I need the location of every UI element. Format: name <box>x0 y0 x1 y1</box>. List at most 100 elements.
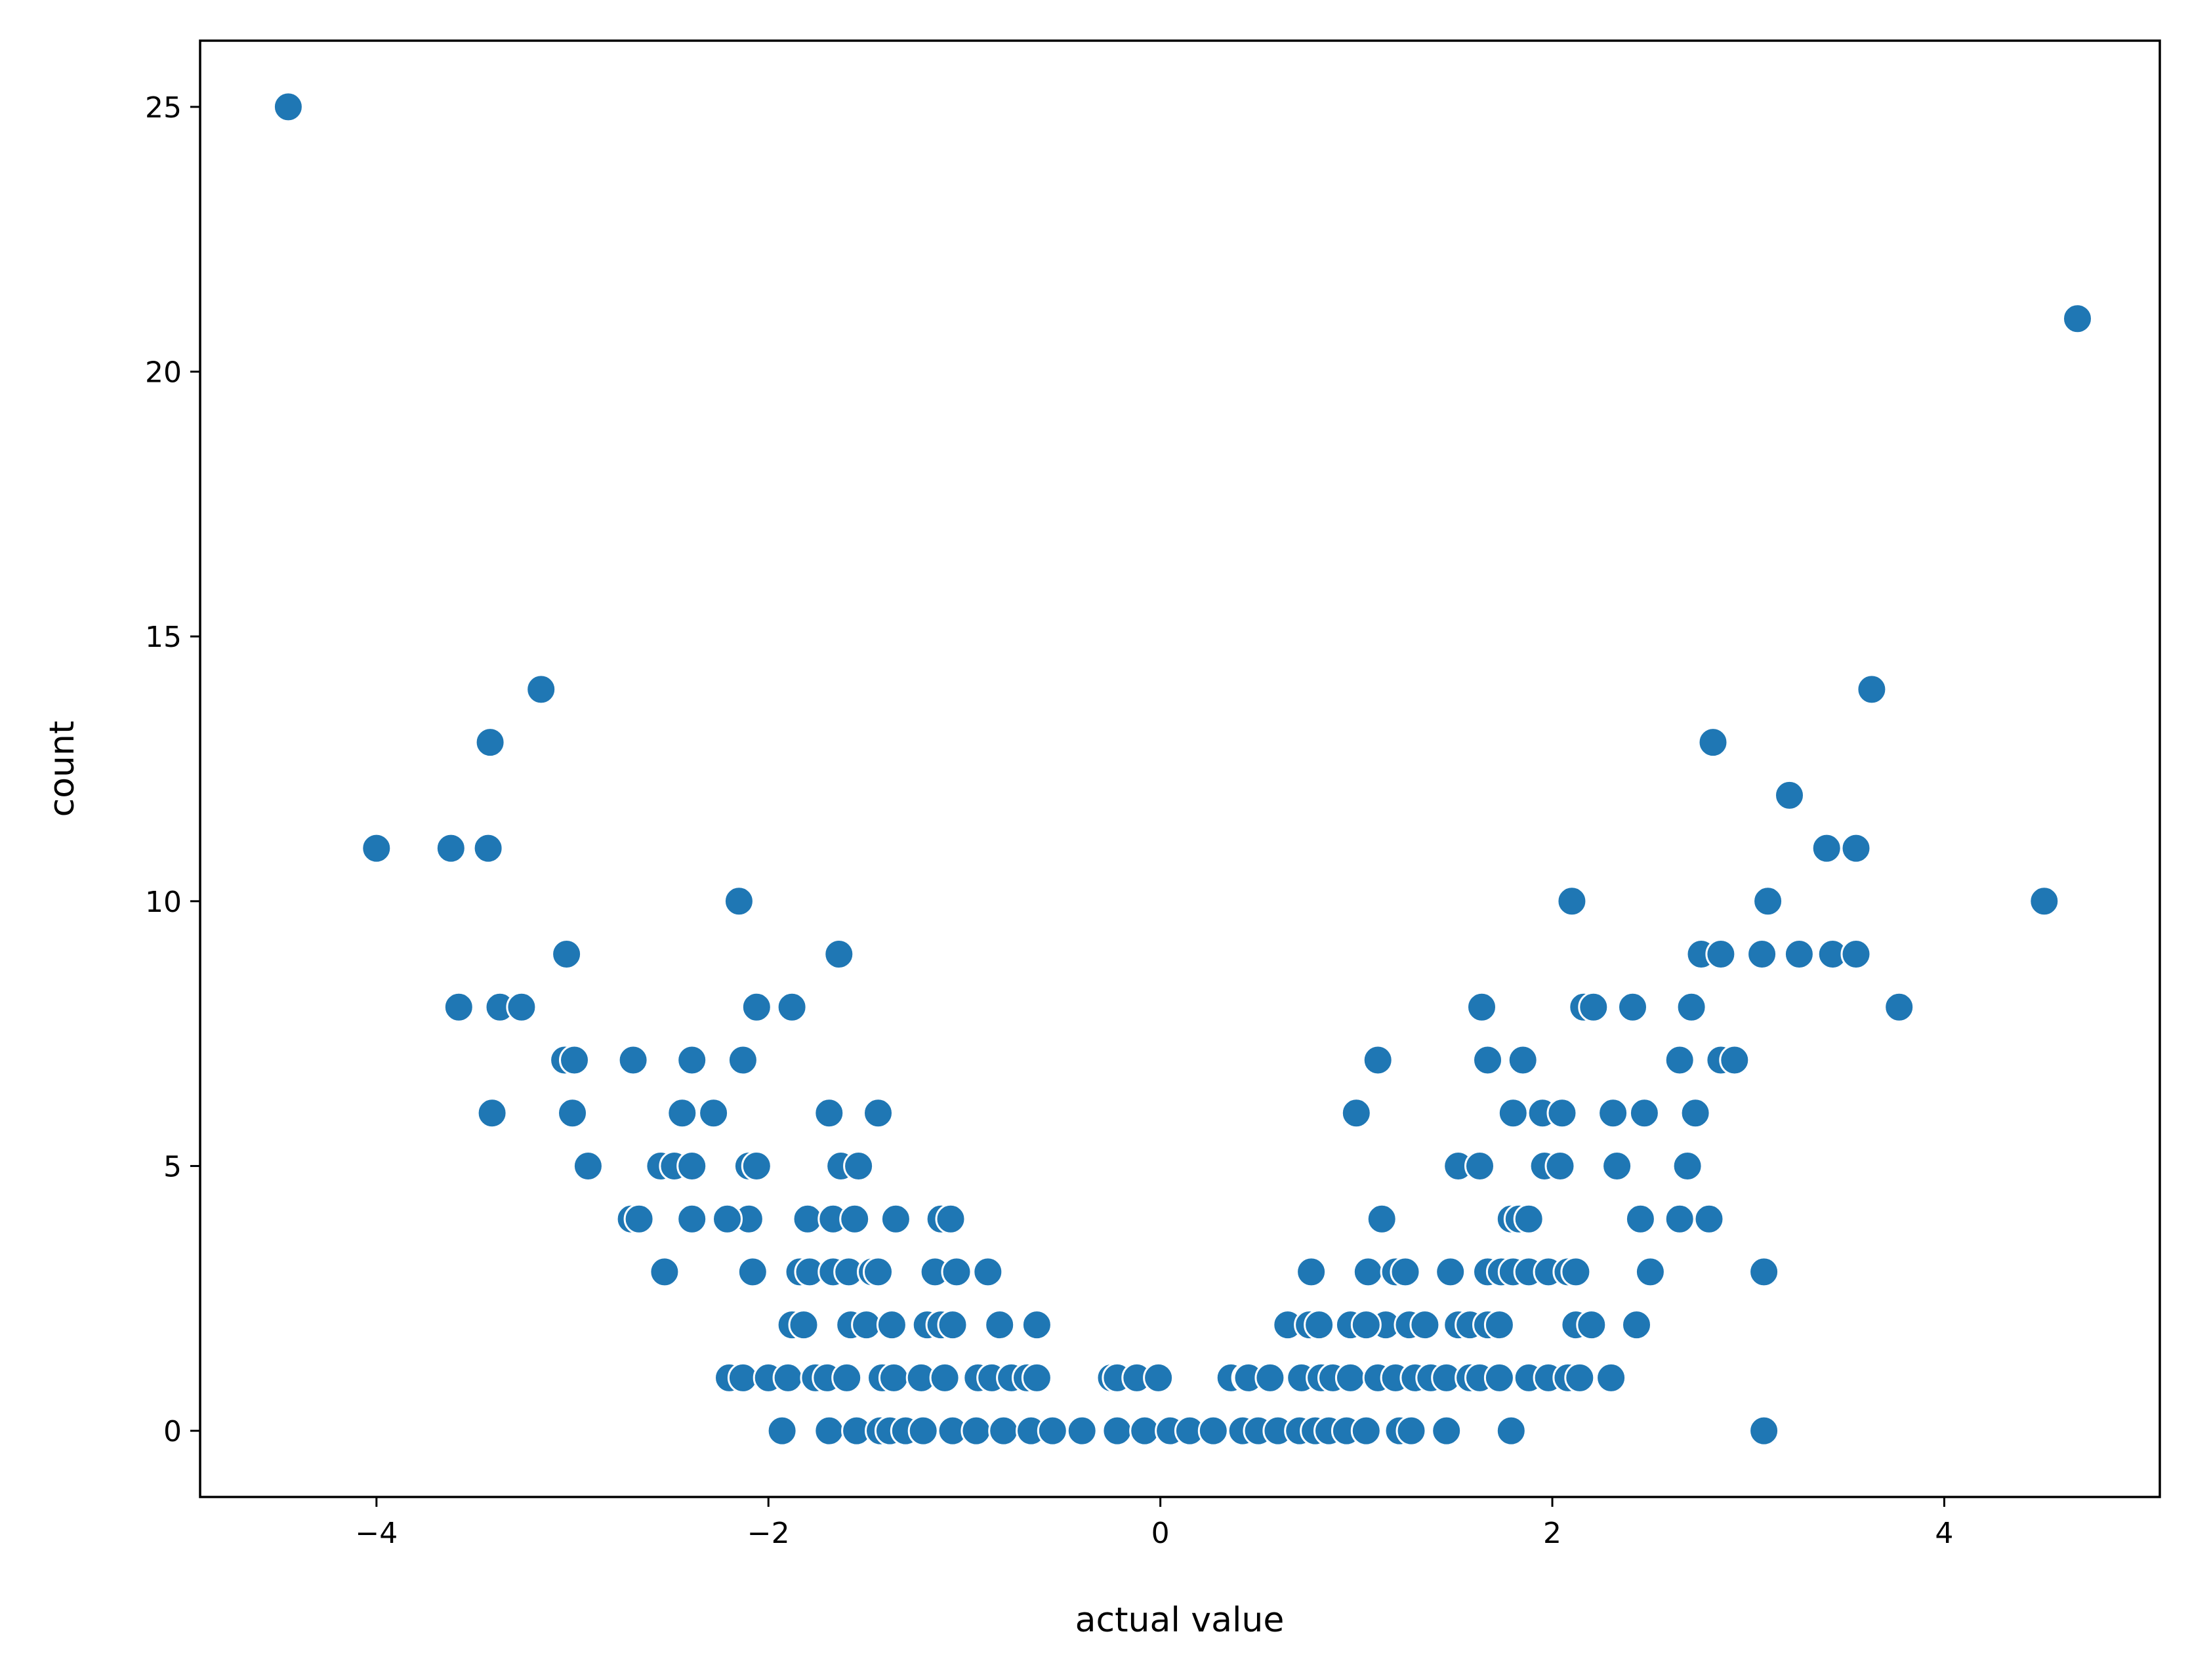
data-point <box>929 1362 961 1393</box>
data-point <box>1596 1362 1627 1393</box>
data-point <box>741 991 772 1023</box>
data-point <box>698 1097 730 1129</box>
data-point <box>1856 674 1888 705</box>
data-point <box>1664 1203 1695 1235</box>
data-point <box>1544 1151 1576 1181</box>
data-point <box>1021 1362 1052 1393</box>
data-point <box>1102 1415 1133 1446</box>
data-point <box>863 1256 894 1288</box>
data-point <box>823 939 855 970</box>
data-point <box>1811 832 1842 864</box>
data-point <box>1466 991 1497 1023</box>
y-tick-label: 5 <box>163 1150 182 1183</box>
data-point <box>1774 779 1805 811</box>
y-tick-label: 20 <box>145 356 182 390</box>
data-point <box>526 674 557 705</box>
x-tick-label: −2 <box>747 1517 790 1550</box>
x-tick-label: −4 <box>355 1517 398 1550</box>
data-point <box>1254 1362 1286 1393</box>
data-point <box>676 1044 708 1076</box>
data-point <box>1676 991 1707 1023</box>
data-point <box>1296 1256 1327 1288</box>
data-point <box>766 1415 798 1446</box>
data-point <box>776 991 808 1023</box>
data-point <box>712 1203 743 1235</box>
data-point <box>1507 1044 1539 1076</box>
x-tick-label: 0 <box>1151 1517 1170 1550</box>
data-point <box>831 1362 863 1393</box>
data-point <box>1672 1151 1703 1181</box>
data-point <box>1304 1309 1335 1341</box>
data-point <box>907 1415 939 1446</box>
data-point <box>737 1256 768 1288</box>
data-point <box>1564 1362 1596 1393</box>
data-point <box>1197 1415 1229 1446</box>
data-point <box>937 1309 968 1341</box>
data-point <box>1431 1415 1462 1446</box>
data-point <box>472 832 504 864</box>
data-point <box>1409 1309 1441 1341</box>
data-point <box>1746 939 1778 970</box>
x-axis-ticks: −4 −2 0 2 4 <box>355 1497 1953 1550</box>
data-point <box>1037 1415 1068 1446</box>
data-point <box>988 1415 1020 1446</box>
data-point <box>1513 1203 1544 1235</box>
data-point <box>1598 1097 1629 1129</box>
data-point <box>935 1203 966 1235</box>
data-point <box>1705 939 1737 970</box>
data-point <box>1601 1151 1633 1181</box>
data-point <box>1621 1309 1652 1341</box>
data-point <box>772 1362 804 1393</box>
data-point <box>1340 1097 1372 1129</box>
data-point <box>1783 939 1815 970</box>
y-axis-ticks: 0 5 10 15 20 25 <box>145 91 200 1448</box>
data-point <box>814 1097 845 1129</box>
data-point <box>361 832 392 864</box>
data-point <box>843 1151 875 1181</box>
data-point <box>676 1151 708 1181</box>
data-point <box>972 1256 1004 1288</box>
data-point <box>1390 1256 1421 1288</box>
data-point <box>876 1309 907 1341</box>
data-point <box>1362 1044 1394 1076</box>
data-point <box>1483 1362 1515 1393</box>
data-point <box>1350 1415 1382 1446</box>
data-point <box>863 1097 894 1129</box>
data-point <box>1634 1256 1666 1288</box>
data-point <box>961 1415 992 1446</box>
data-point <box>272 91 304 123</box>
data-point <box>878 1362 909 1393</box>
data-point <box>788 1309 819 1341</box>
data-point <box>1697 727 1729 758</box>
data-point <box>506 991 537 1023</box>
data-point <box>1334 1362 1366 1393</box>
data-point <box>559 1044 590 1076</box>
data-point <box>1617 991 1648 1023</box>
data-point <box>1483 1309 1515 1341</box>
data-point <box>1546 1097 1578 1129</box>
data-point <box>1395 1415 1427 1446</box>
x-axis-label: actual value <box>1075 1601 1285 1640</box>
data-point <box>667 1097 698 1129</box>
data-point <box>623 1203 655 1235</box>
data-point <box>1497 1097 1529 1129</box>
data-point <box>1143 1362 1174 1393</box>
data-point <box>1840 939 1872 970</box>
data-point <box>1748 1256 1780 1288</box>
data-point <box>1752 886 1784 917</box>
data-point <box>676 1203 708 1235</box>
data-point <box>1578 991 1609 1023</box>
data-point <box>617 1044 649 1076</box>
data-point <box>814 1415 845 1446</box>
data-point <box>1350 1309 1382 1341</box>
data-point <box>1495 1415 1527 1446</box>
data-point <box>1840 832 1872 864</box>
data-point <box>476 1097 508 1129</box>
data-point <box>474 727 506 758</box>
data-point <box>1464 1151 1495 1181</box>
data-point <box>1366 1203 1397 1235</box>
x-tick-label: 2 <box>1543 1517 1561 1550</box>
data-point <box>1748 1415 1780 1446</box>
data-point <box>551 939 583 970</box>
